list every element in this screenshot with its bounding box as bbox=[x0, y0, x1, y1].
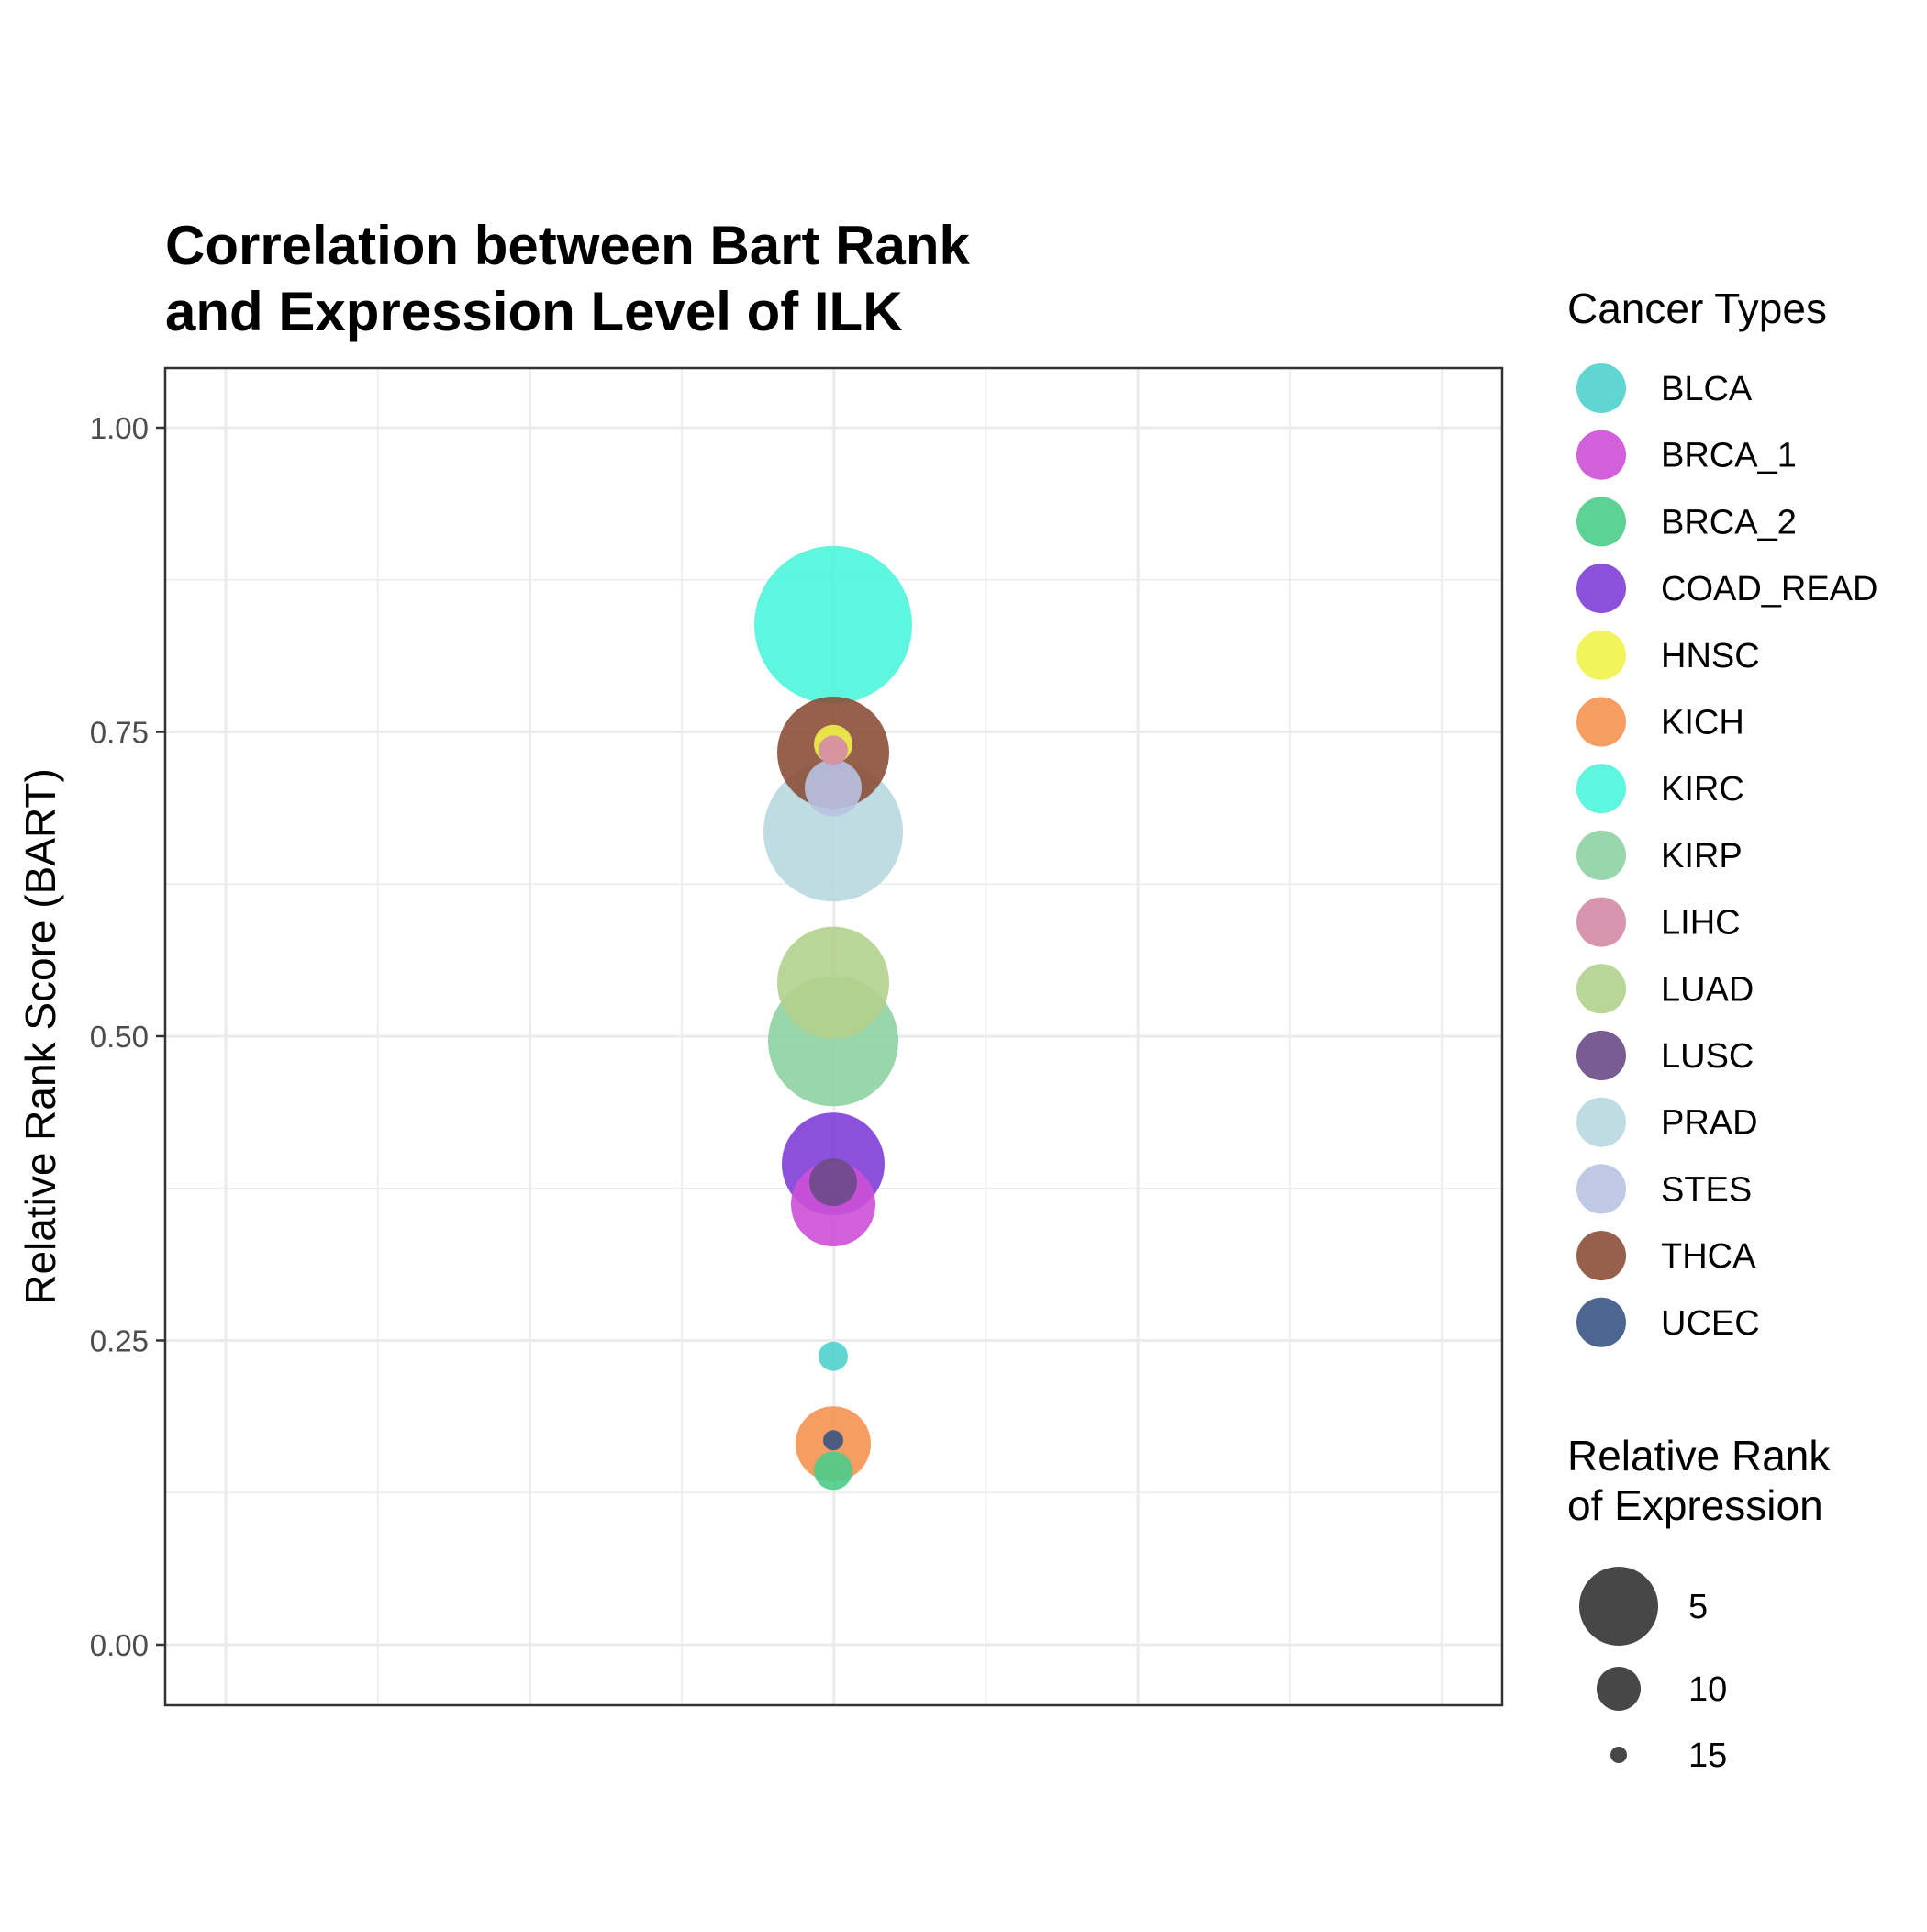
legend-key-hnsc bbox=[1576, 630, 1626, 680]
size-legend-label: 15 bbox=[1688, 1737, 1727, 1775]
legend-key-kirc bbox=[1576, 764, 1626, 814]
legend-key-thca bbox=[1576, 1231, 1626, 1281]
data-point-lihc bbox=[819, 735, 848, 765]
y-tick-label: 0.50 bbox=[90, 1020, 149, 1054]
size-legend-title: Relative Rank bbox=[1567, 1432, 1831, 1480]
data-point-stes bbox=[805, 759, 862, 817]
size-legend-key bbox=[1597, 1667, 1641, 1711]
legend-label: LUAD bbox=[1661, 970, 1754, 1009]
legend-key-stes bbox=[1576, 1164, 1626, 1214]
y-tick-label: 0.75 bbox=[90, 716, 149, 750]
legend-label: HNSC bbox=[1661, 637, 1760, 676]
size-legend-key bbox=[1610, 1747, 1627, 1763]
legend-label: COAD_READ bbox=[1661, 570, 1878, 609]
data-point-blca bbox=[819, 1341, 848, 1371]
legend-label: KIRC bbox=[1661, 770, 1744, 809]
y-axis: 0.00 0.25 0.50 0.75 1.00 bbox=[90, 411, 165, 1662]
legend-key-luad bbox=[1576, 964, 1626, 1014]
legend-label: LUSC bbox=[1661, 1037, 1754, 1076]
y-tick-label: 1.00 bbox=[90, 411, 149, 445]
legend-label: KIRP bbox=[1661, 837, 1743, 876]
legend-key-lusc bbox=[1576, 1031, 1626, 1080]
legend-key-kirp bbox=[1576, 830, 1626, 880]
legend-label: BRCA_2 bbox=[1661, 503, 1797, 542]
chart-title-line: and Expression Level of ILK bbox=[165, 281, 903, 342]
legend-key-coad-read bbox=[1576, 564, 1626, 614]
data-point-brca-2 bbox=[814, 1451, 852, 1491]
data-point-kirc bbox=[754, 545, 912, 704]
data-points bbox=[754, 545, 912, 1491]
legend-key-ucec bbox=[1576, 1297, 1626, 1347]
legend-key-kich bbox=[1576, 697, 1626, 747]
legend-key-brca-2 bbox=[1576, 497, 1626, 547]
data-point-lusc bbox=[809, 1158, 857, 1207]
data-point-luad bbox=[777, 926, 889, 1039]
y-tick-label: 0.25 bbox=[90, 1324, 149, 1358]
legend-label: PRAD bbox=[1661, 1104, 1758, 1143]
color-legend-title: Cancer Types bbox=[1567, 285, 1827, 332]
legend-label: BRCA_1 bbox=[1661, 437, 1797, 475]
y-axis-label: Relative Rank Score (BART) bbox=[17, 768, 64, 1305]
legend-label: STES bbox=[1661, 1170, 1752, 1209]
legend-label: UCEC bbox=[1661, 1304, 1760, 1343]
legend-label: KICH bbox=[1661, 704, 1744, 743]
data-point-ucec bbox=[823, 1430, 843, 1451]
y-tick-label: 0.00 bbox=[90, 1628, 149, 1662]
size-legend-label: 5 bbox=[1688, 1588, 1708, 1626]
legend-key-lihc bbox=[1576, 897, 1626, 947]
color-legend: Cancer Types BLCA BRCA_1 BRCA_2 COAD_READ HNS… bbox=[1567, 285, 1878, 1347]
size-legend-title: of Expression bbox=[1567, 1481, 1823, 1529]
size-legend-label: 10 bbox=[1688, 1670, 1727, 1709]
legend-key-brca-1 bbox=[1576, 430, 1626, 480]
size-legend-key bbox=[1579, 1567, 1658, 1646]
legend-label: LIHC bbox=[1661, 904, 1741, 943]
legend-label: THCA bbox=[1661, 1237, 1756, 1276]
legend-label: BLCA bbox=[1661, 370, 1753, 408]
chart-title-line: Correlation between Bart Rank bbox=[165, 215, 970, 276]
legend-key-blca bbox=[1576, 363, 1626, 413]
data-point-prad bbox=[763, 762, 903, 902]
legend-key-prad bbox=[1576, 1097, 1626, 1147]
